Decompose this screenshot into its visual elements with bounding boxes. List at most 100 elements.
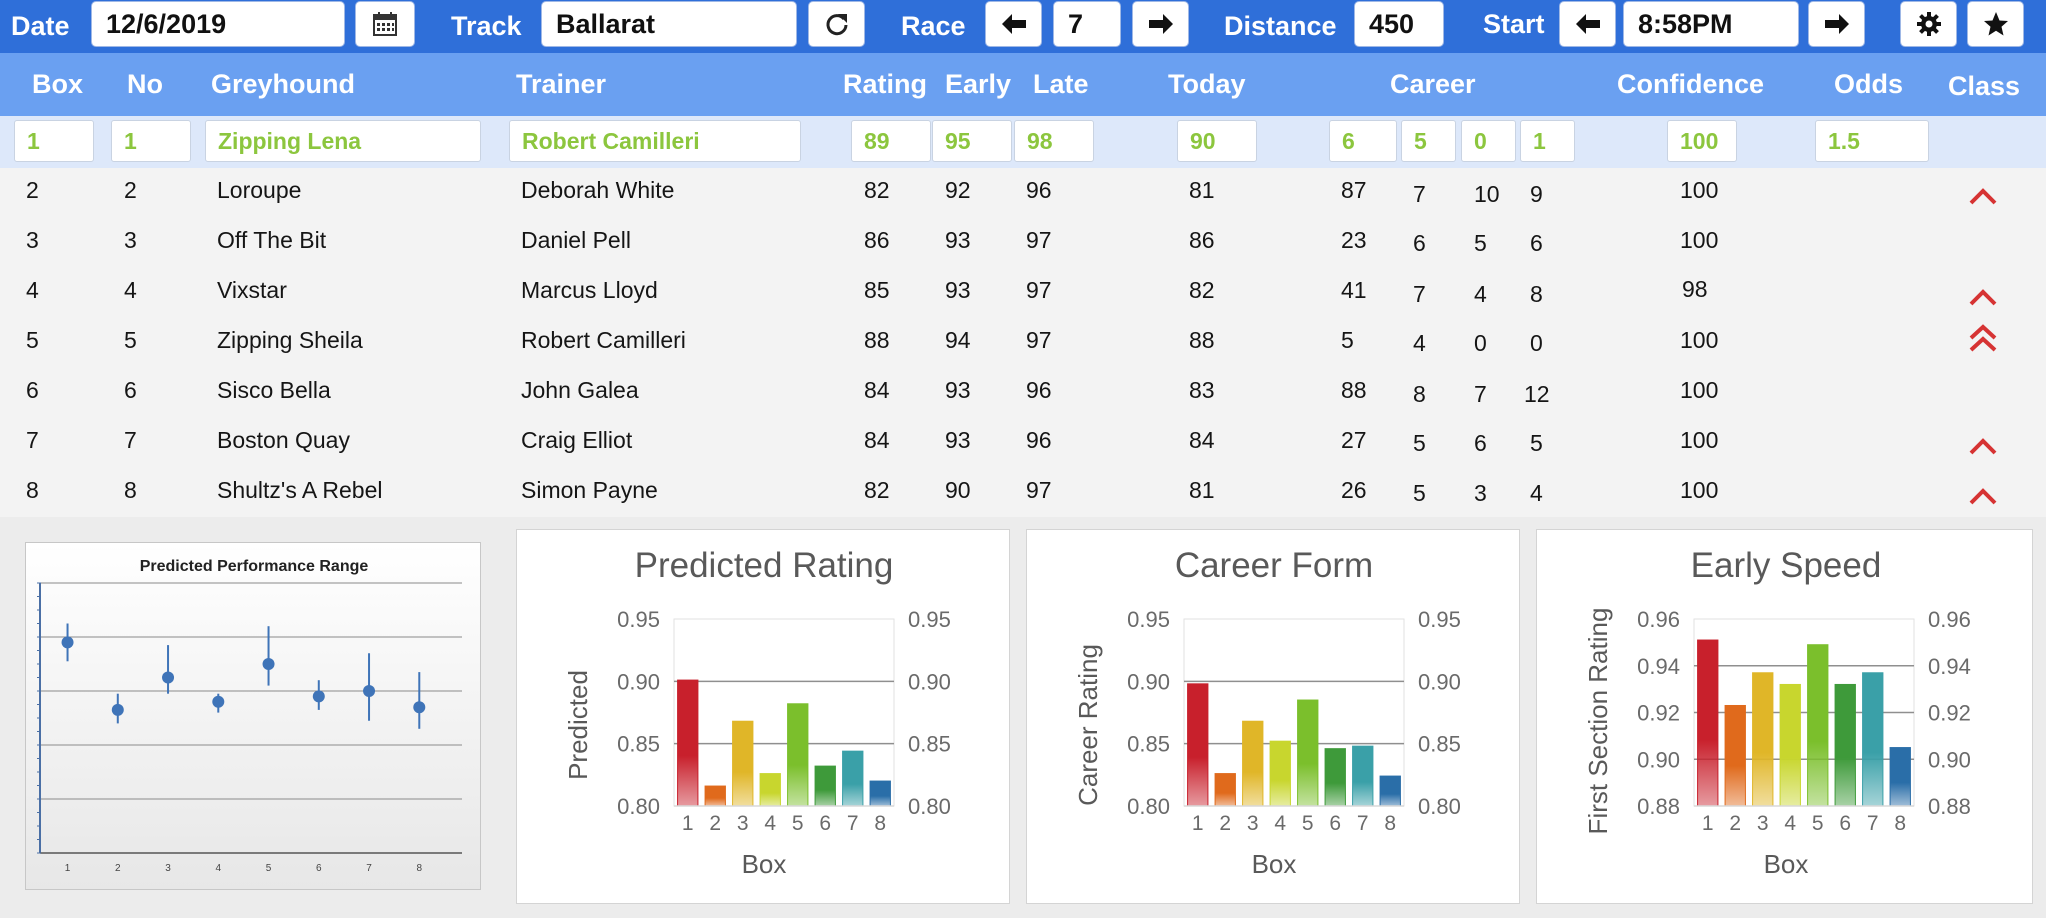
race-next-button[interactable] <box>1132 1 1189 47</box>
col-career[interactable]: Career <box>1390 69 1476 99</box>
x-tick-label: 5 <box>1812 812 1824 835</box>
sel-early-field[interactable]: 95 <box>932 120 1012 162</box>
table-row[interactable]: 8 8 Shultz's A Rebel Simon Payne 82 90 9… <box>0 468 2046 518</box>
y-tick-label: 0.90 <box>1637 747 1680 772</box>
sel-career-2-field[interactable]: 5 <box>1401 120 1456 162</box>
table-row[interactable]: 7 7 Boston Quay Craig Elliot 84 93 96 84… <box>0 418 2046 468</box>
cell-confidence: 100 <box>1680 427 1719 453</box>
cell-trainer: Robert Camilleri <box>521 327 686 353</box>
cell-career-3: 10 <box>1474 181 1500 207</box>
bar <box>814 765 836 807</box>
start-next-button[interactable] <box>1808 1 1865 47</box>
cell-late: 97 <box>1026 227 1052 253</box>
chevron-up-icon <box>1969 289 1997 306</box>
x-tick-label: 5 <box>792 812 804 835</box>
cell-career-2: 7 <box>1413 181 1426 207</box>
data-point <box>413 701 426 714</box>
col-today[interactable]: Today <box>1168 69 1246 99</box>
distance-input[interactable]: 450 <box>1354 1 1444 47</box>
x-tick-label: 4 <box>764 812 776 835</box>
date-input[interactable]: 12/6/2019 <box>91 1 345 47</box>
x-axis-label: Box <box>742 849 787 879</box>
table-row[interactable]: 2 2 Loroupe Deborah White 82 92 96 81 87… <box>0 168 2046 218</box>
bar <box>1242 720 1264 807</box>
sel-confidence-field[interactable]: 100 <box>1667 120 1737 162</box>
sel-career-3-field[interactable]: 0 <box>1461 120 1516 162</box>
cell-early: 93 <box>945 227 971 253</box>
start-time-input[interactable]: 8:58PM <box>1623 1 1799 47</box>
cell-greyhound: Vixstar <box>217 277 287 303</box>
refresh-button[interactable] <box>808 1 865 47</box>
track-input[interactable]: Ballarat <box>541 1 797 47</box>
sel-rating-field[interactable]: 89 <box>851 120 931 162</box>
col-box[interactable]: Box <box>32 69 84 99</box>
cell-career-4: 9 <box>1530 181 1543 207</box>
cell-career-3: 5 <box>1474 230 1487 256</box>
selected-row[interactable]: 1 1 Zipping Lena Robert Camilleri 89 95 … <box>0 116 2046 168</box>
col-odds[interactable]: Odds <box>1834 69 1904 99</box>
sel-late-field[interactable]: 98 <box>1014 120 1094 162</box>
sel-box-field[interactable]: 1 <box>14 120 94 162</box>
bar <box>1834 683 1856 807</box>
cell-greyhound: Boston Quay <box>217 427 350 453</box>
cell-career-4: 8 <box>1530 281 1543 307</box>
toolbar: Date 12/6/2019 Track Ballarat Race 7 Dis… <box>0 0 2046 53</box>
y-tick-label: 0.92 <box>1637 701 1680 726</box>
y2-tick-label: 0.85 <box>1418 732 1461 757</box>
x-axis-label: Box <box>1252 849 1297 879</box>
settings-button[interactable] <box>1900 1 1957 47</box>
x-tick-label: 2 <box>115 863 121 874</box>
col-late[interactable]: Late <box>1033 69 1089 99</box>
col-rating[interactable]: Rating <box>843 69 927 99</box>
col-confidence[interactable]: Confidence <box>1617 69 1765 99</box>
cell-box: 6 <box>26 377 39 403</box>
start-prev-button[interactable] <box>1559 1 1616 47</box>
sel-career-1-field[interactable]: 6 <box>1329 120 1397 162</box>
x-tick-label: 4 <box>216 863 222 874</box>
y2-tick-label: 0.95 <box>908 607 951 632</box>
cell-trainer: Craig Elliot <box>521 427 633 453</box>
sel-greyhound-field[interactable]: Zipping Lena <box>205 120 481 162</box>
bar <box>704 785 726 807</box>
cell-confidence: 100 <box>1680 327 1719 353</box>
data-point <box>61 636 74 649</box>
col-class[interactable]: Class <box>1948 71 2021 101</box>
bar <box>1324 748 1346 807</box>
cell-box: 8 <box>26 477 39 503</box>
sel-today-field[interactable]: 90 <box>1177 120 1257 162</box>
table-row[interactable]: 6 6 Sisco Bella John Galea 84 93 96 83 8… <box>0 368 2046 418</box>
cell-box: 2 <box>26 177 39 203</box>
cell-today: 81 <box>1189 177 1215 203</box>
sel-odds-field[interactable]: 1.5 <box>1815 120 1929 162</box>
favorite-button[interactable] <box>1967 1 2024 47</box>
race-prev-button[interactable] <box>985 1 1042 47</box>
col-greyhound[interactable]: Greyhound <box>211 69 356 99</box>
table-row[interactable]: 3 3 Off The Bit Daniel Pell 86 93 97 86 … <box>0 218 2046 268</box>
bar <box>1352 745 1374 807</box>
bar <box>1214 773 1236 807</box>
col-early[interactable]: Early <box>945 69 1012 99</box>
table-row[interactable]: 5 5 Zipping Sheila Robert Camilleri 88 9… <box>0 318 2046 368</box>
cell-career-1: 41 <box>1341 277 1367 303</box>
bar <box>1724 704 1746 807</box>
x-tick-label: 1 <box>65 863 71 874</box>
race-input[interactable]: 7 <box>1053 1 1121 47</box>
cell-career-2: 8 <box>1413 381 1426 407</box>
cell-greyhound: Zipping Sheila <box>217 327 363 353</box>
y-tick-label: 0.90 <box>1127 669 1170 694</box>
chevron-up-icon <box>1969 488 1997 505</box>
chart-title: Predicted Performance Range <box>140 558 369 575</box>
sel-no-field[interactable]: 1 <box>111 120 191 162</box>
cell-career-1: 23 <box>1341 227 1367 253</box>
sel-trainer-field[interactable]: Robert Camilleri <box>509 120 801 162</box>
col-trainer[interactable]: Trainer <box>516 69 607 99</box>
cell-career-3: 7 <box>1474 381 1487 407</box>
cell-career-1: 26 <box>1341 477 1367 503</box>
cell-career-4: 4 <box>1530 480 1543 506</box>
arrow-right-icon <box>1824 14 1849 34</box>
table-row[interactable]: 4 4 Vixstar Marcus Lloyd 85 93 97 82 41 … <box>0 268 2046 318</box>
calendar-button[interactable] <box>355 1 415 47</box>
sel-career-4-field[interactable]: 1 <box>1520 120 1575 162</box>
col-no[interactable]: No <box>127 69 163 99</box>
cell-confidence: 100 <box>1680 177 1719 203</box>
